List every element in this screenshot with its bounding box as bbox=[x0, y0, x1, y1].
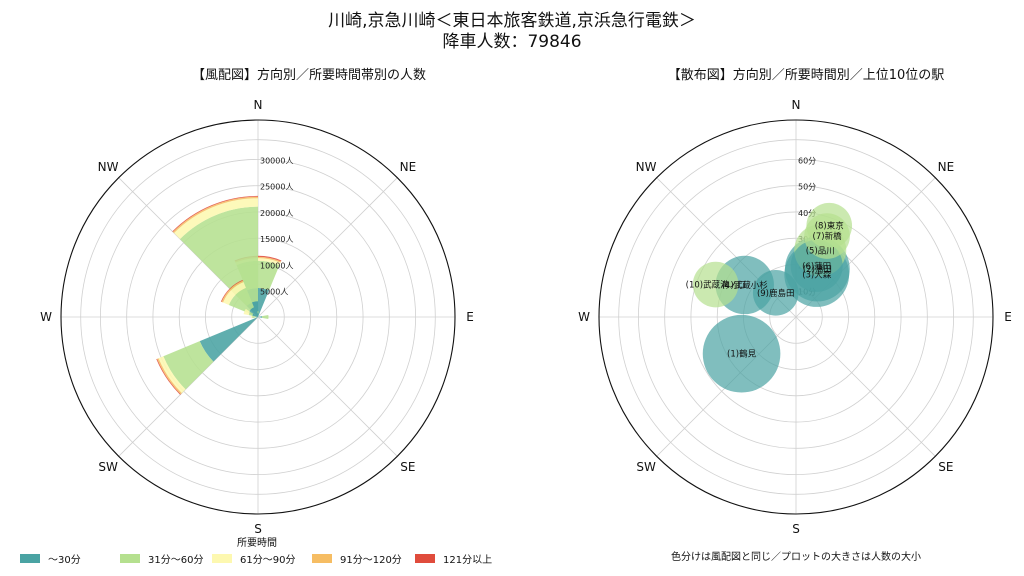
wind-rose-direction-label: SE bbox=[400, 460, 415, 474]
wind-rose-bar-segment bbox=[174, 198, 258, 239]
wind-rose-radial-tick-label: 10000人 bbox=[260, 261, 293, 270]
legend-item-3: 91分〜120分 bbox=[312, 551, 402, 566]
scatter-points bbox=[692, 202, 853, 393]
wind-rose-radial-tick-label: 30000人 bbox=[260, 156, 293, 165]
scatter-point bbox=[752, 270, 799, 316]
wind-rose-spoke bbox=[257, 316, 398, 457]
scatter-point-label: (4)武蔵小杉 bbox=[722, 280, 769, 291]
scatter-point-label: (3)大森 bbox=[802, 270, 832, 281]
legend-label-3: 91分〜120分 bbox=[340, 554, 402, 566]
scatter-radial-tick-label: 60分 bbox=[798, 156, 816, 165]
chart-title-line2: 降車人数：79846 bbox=[442, 32, 582, 52]
legend-swatch-2 bbox=[212, 553, 232, 563]
scatter-point-label: (10)武蔵溝ノ口 bbox=[686, 280, 746, 291]
scatter-point bbox=[806, 202, 853, 249]
legend-swatch-1 bbox=[120, 553, 140, 563]
wind-rose-bar-segment bbox=[199, 317, 258, 362]
wind-rose-bar-segment bbox=[256, 316, 258, 318]
wind-rose-bar-segment bbox=[257, 313, 259, 317]
wind-rose-direction-label: SW bbox=[98, 460, 118, 474]
legend-label-1: 31分〜60分 bbox=[148, 554, 204, 566]
wind-rose-bar-segment bbox=[252, 313, 258, 317]
scatter-point-label: (9)鹿島田 bbox=[757, 288, 795, 299]
scatter-direction-label: E bbox=[1004, 310, 1012, 324]
scatter-point-labels: (1)鶴見 (2)蒲田(3)大森 (4)武蔵小杉 (5)品川 (6)蒲田 (7)新橋(8)… bbox=[686, 221, 844, 360]
scatter-axes bbox=[598, 119, 994, 515]
wind-rose-bar-segment bbox=[258, 316, 263, 318]
legend-item-2: 61分〜90分 bbox=[212, 551, 296, 566]
wind-rose-radial-ticks: 5000人 10000人 15000人 20000人 25000人 30000人 bbox=[260, 156, 293, 296]
wind-rose-direction-label: NE bbox=[400, 160, 417, 174]
wind-rose-direction-label: W bbox=[40, 310, 52, 324]
wind-rose-radial-tick-label: 15000人 bbox=[260, 235, 293, 244]
wind-rose-title: 【風配図】方向別／所要時間帯別の人数 bbox=[191, 68, 426, 83]
scatter-point-label: (5)品川 bbox=[806, 246, 835, 256]
legend-label-2: 61分〜90分 bbox=[240, 554, 296, 566]
wind-rose-bar-segment bbox=[262, 314, 269, 320]
scatter-title: 【散布図】方向別／所要時間別／上位10位の駅 bbox=[667, 68, 945, 83]
scatter-spoke bbox=[795, 316, 936, 457]
wind-rose-radial-tick-label: 5000人 bbox=[260, 288, 288, 297]
scatter-direction-label: SE bbox=[938, 460, 953, 474]
wind-rose-bar-segment bbox=[163, 341, 214, 390]
legend-title: 所要時間 bbox=[237, 538, 277, 549]
wind-rose-bar-segment bbox=[179, 206, 258, 306]
scatter-direction-label: NE bbox=[938, 160, 955, 174]
legend-label-0: 〜30分 bbox=[48, 554, 81, 566]
wind-rose-spoke bbox=[257, 177, 398, 318]
scatter-point bbox=[702, 314, 781, 393]
wind-rose-bar-segment bbox=[221, 280, 244, 303]
wind-rose-bar-segment bbox=[243, 308, 251, 316]
scatter-direction-label: NW bbox=[636, 160, 657, 174]
wind-rose-bars bbox=[156, 195, 282, 395]
legend-swatch-0 bbox=[20, 553, 40, 563]
legend-item-4: 121分以上 bbox=[415, 551, 493, 566]
legend-item-1: 31分〜60分 bbox=[120, 551, 204, 566]
scatter-direction-label: W bbox=[578, 310, 590, 324]
wind-rose-radial-tick-label: 25000人 bbox=[260, 183, 293, 192]
wind-rose-bar-segment bbox=[248, 311, 254, 316]
wind-rose-bar-segment bbox=[228, 287, 254, 313]
wind-rose-bar-segment bbox=[223, 282, 246, 305]
scatter-point-label: (7)新橋 bbox=[813, 231, 843, 242]
wind-rose-spoke bbox=[118, 316, 259, 457]
legend-swatch-4 bbox=[415, 553, 435, 563]
scatter-radial-tick-label: 40分 bbox=[798, 209, 816, 218]
wind-rose-radial-tick-label: 20000人 bbox=[260, 209, 293, 218]
wind-rose-bar-segment bbox=[257, 311, 259, 314]
wind-rose-bar-segment bbox=[158, 356, 186, 394]
scatter-point-label: (1)鶴見 bbox=[727, 349, 757, 360]
wind-rose-direction-label: NW bbox=[98, 160, 119, 174]
scatter-outer-ring bbox=[598, 119, 994, 515]
wind-rose-direction-label: S bbox=[254, 522, 262, 536]
chart-title-line1: 川崎,京急川崎＜東日本旅客鉄道,京浜急行電鉄＞ bbox=[328, 11, 696, 31]
legend-label-4: 121分以上 bbox=[443, 554, 493, 566]
scatter-direction-label: S bbox=[792, 522, 800, 536]
scatter-point-label: (8)東京 bbox=[815, 221, 844, 232]
wind-rose-bar-segment bbox=[248, 307, 258, 317]
wind-rose-bar-segment bbox=[251, 315, 253, 319]
scatter-direction-label: SW bbox=[636, 460, 656, 474]
legend-item-0: 〜30分 bbox=[20, 551, 81, 566]
wind-rose-direction-label: N bbox=[254, 98, 263, 112]
scatter-radial-tick-label: 50分 bbox=[798, 183, 816, 192]
scatter-point-label: (6)蒲田 bbox=[802, 261, 831, 272]
scatter-note: 色分けは風配図と同じ／プロットの大きさは人数の大小 bbox=[671, 552, 921, 563]
scatter-point bbox=[692, 261, 739, 308]
wind-rose-bar-segment bbox=[157, 358, 182, 395]
wind-rose-direction-label: E bbox=[466, 310, 474, 324]
scatter-direction-label: N bbox=[792, 98, 801, 112]
scatter-point-label: (2)蒲田 bbox=[803, 264, 832, 275]
wind-rose-outer-ring bbox=[60, 119, 456, 515]
wind-rose-bar-segment bbox=[252, 315, 257, 319]
legend-swatch-3 bbox=[312, 553, 332, 563]
